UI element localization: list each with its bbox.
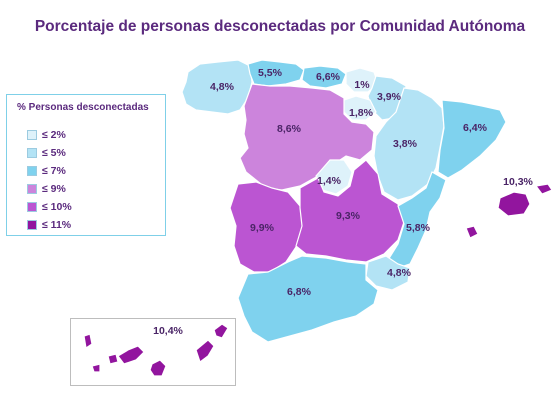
region-cataluna[interactable]: [437, 99, 507, 179]
legend-item-11: ≤ 11%: [27, 219, 71, 231]
region-canarias-la-palma[interactable]: [83, 333, 93, 350]
region-canarias-tenerife[interactable]: [117, 345, 145, 365]
region-la-rioja[interactable]: [343, 95, 377, 121]
region-extremadura[interactable]: [229, 181, 305, 273]
label-andalucia: 6,8%: [287, 286, 312, 298]
legend-swatch: [27, 220, 37, 231]
region-canarias-el-hierro[interactable]: [91, 363, 101, 373]
label-galicia: 4,8%: [210, 81, 235, 93]
label-castilla-la-mancha: 9,3%: [336, 210, 361, 222]
label-la-rioja: 1,8%: [349, 107, 374, 119]
region-canarias-la-gomera[interactable]: [107, 353, 119, 365]
label-extremadura: 9,9%: [250, 222, 275, 234]
region-madrid[interactable]: [315, 159, 353, 195]
label-pais-vasco: 1%: [354, 79, 370, 91]
region-galicia[interactable]: [181, 59, 253, 115]
region-canarias-lanzarote[interactable]: [213, 323, 229, 339]
region-canarias-fuerteventura[interactable]: [195, 339, 215, 363]
label-navarra: 3,9%: [377, 91, 402, 103]
region-baleares-menorca[interactable]: [534, 183, 553, 195]
legend-item-5: ≤ 5%: [27, 147, 66, 159]
label-baleares: 10,3%: [503, 176, 533, 188]
label-valencia: 5,8%: [406, 222, 431, 234]
legend-swatch: [27, 130, 37, 141]
legend-item-7: ≤ 7%: [27, 165, 66, 177]
region-baleares-mallorca[interactable]: [497, 191, 531, 217]
legend-swatch: [27, 148, 37, 159]
label-castilla-leon: 8,6%: [277, 123, 302, 135]
label-asturias: 5,5%: [258, 67, 283, 79]
label-aragon: 3,8%: [393, 138, 418, 150]
region-baleares-ibiza[interactable]: [465, 225, 479, 239]
legend-item-10: ≤ 10%: [27, 201, 72, 213]
legend-swatch: [27, 166, 37, 177]
label-murcia: 4,8%: [387, 267, 412, 279]
region-asturias[interactable]: [247, 59, 305, 87]
legend-item-9: ≤ 9%: [27, 183, 66, 195]
region-murcia[interactable]: [365, 255, 411, 291]
legend-swatch: [27, 202, 37, 213]
label-madrid: 1,4%: [317, 175, 342, 187]
region-aragon[interactable]: [373, 87, 445, 201]
region-cantabria[interactable]: [301, 65, 347, 89]
legend-title: % Personas desconectadas: [17, 102, 149, 113]
map-title: Porcentaje de personas desconectadas por…: [34, 18, 526, 35]
label-cantabria: 6,6%: [316, 71, 341, 83]
map-legend: % Personas desconectadas ≤ 2% ≤ 5% ≤ 7% …: [6, 94, 166, 236]
region-andalucia[interactable]: [237, 255, 379, 343]
region-canarias-gran-canaria[interactable]: [149, 359, 167, 377]
legend-item-2: ≤ 2%: [27, 129, 66, 141]
label-cataluna: 6,4%: [463, 122, 488, 134]
label-canarias: 10,4%: [153, 325, 183, 337]
legend-swatch: [27, 184, 37, 195]
canary-islands-inset: [70, 318, 236, 386]
